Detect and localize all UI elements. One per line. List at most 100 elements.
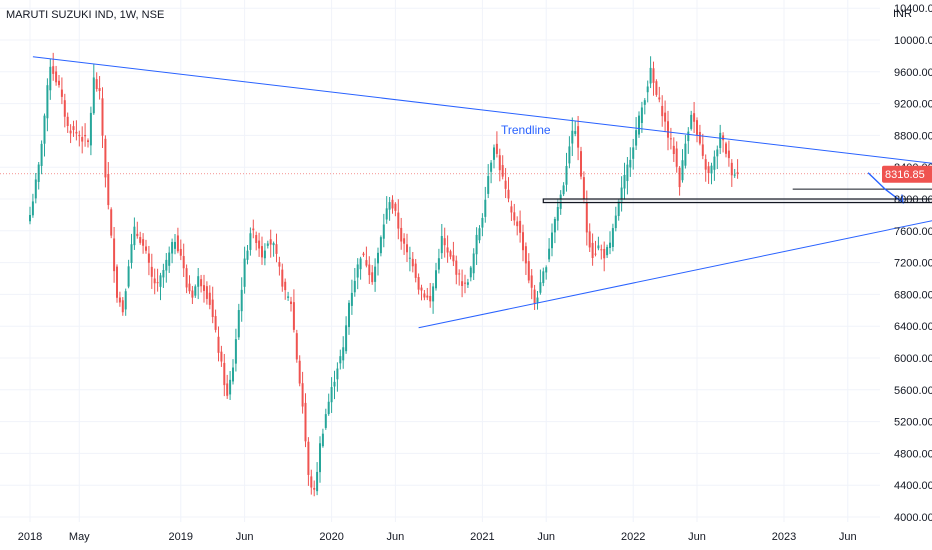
candle-body	[417, 277, 420, 290]
candle	[214, 309, 217, 333]
candle	[623, 162, 626, 200]
x-tick-label: Jun	[688, 531, 706, 543]
candle	[681, 149, 684, 183]
candle	[182, 243, 185, 277]
candle-body	[704, 159, 707, 170]
candle-body	[205, 286, 208, 299]
candle	[498, 148, 501, 182]
candle	[548, 238, 551, 263]
candle	[577, 115, 580, 161]
currency-label: INR	[893, 8, 912, 20]
candle	[107, 162, 110, 210]
candle-body	[295, 333, 298, 360]
candle-body	[385, 208, 388, 220]
candle	[524, 242, 527, 275]
candle	[472, 248, 475, 280]
candle	[342, 336, 345, 369]
candle	[417, 273, 420, 295]
candle-body	[301, 383, 304, 407]
candle-body	[649, 67, 652, 84]
candle-body	[321, 433, 324, 447]
candle-body	[475, 234, 478, 255]
candle-body	[34, 179, 37, 199]
candle	[333, 370, 336, 400]
candle	[446, 235, 449, 263]
candle	[327, 393, 330, 416]
x-tick-label: May	[69, 531, 90, 543]
candle	[727, 140, 730, 167]
candle-body	[406, 244, 408, 253]
candle	[240, 277, 243, 322]
candle-body	[562, 185, 565, 195]
y-tick-label: 6800.00	[894, 289, 932, 301]
candle	[49, 58, 52, 100]
candle	[574, 121, 577, 137]
candle	[153, 268, 156, 295]
candle-body	[664, 112, 667, 122]
candle-body	[617, 200, 620, 216]
candle-body	[437, 258, 440, 270]
candle-body	[551, 232, 553, 249]
candle	[330, 377, 333, 413]
candle-body	[145, 246, 147, 251]
candle	[345, 316, 348, 354]
candle	[507, 177, 510, 203]
candle-body	[60, 89, 63, 97]
candle	[200, 274, 203, 293]
candle	[414, 259, 417, 283]
candle-body	[379, 237, 382, 254]
candle-body	[582, 177, 585, 200]
candle-body	[43, 115, 46, 144]
candle-body	[400, 227, 403, 242]
candle	[542, 267, 545, 287]
candle	[249, 227, 252, 256]
candle	[136, 221, 139, 239]
candle-body	[426, 295, 429, 298]
candle-body	[591, 242, 594, 259]
candle-body	[661, 105, 664, 117]
candle-body	[397, 212, 400, 229]
candle	[429, 282, 432, 308]
last-price-badge-bg	[882, 165, 932, 183]
candle	[455, 255, 458, 285]
candle	[733, 168, 736, 178]
candle-body	[580, 151, 582, 177]
candle	[707, 161, 710, 184]
candle-body	[716, 149, 719, 157]
candle-body	[432, 286, 435, 302]
candle-body	[246, 250, 249, 260]
candle-body	[536, 297, 539, 303]
candle	[449, 249, 452, 260]
candle-body	[658, 97, 661, 100]
candle-body	[478, 228, 481, 241]
candle	[432, 283, 435, 314]
candle	[655, 79, 658, 97]
candle-body	[420, 287, 423, 291]
x-tick-label: 2019	[169, 531, 193, 543]
candle	[72, 120, 75, 137]
candle-body	[655, 81, 658, 95]
candle	[664, 100, 667, 133]
candle	[678, 166, 681, 196]
candle-body	[272, 243, 275, 246]
candle-body	[388, 202, 391, 210]
candle-body	[588, 231, 591, 248]
trendline-label: Trendline	[501, 123, 551, 137]
candle	[101, 87, 104, 148]
candle	[110, 207, 113, 239]
candle-body	[275, 244, 278, 254]
candle-body	[597, 245, 600, 249]
candle	[246, 244, 249, 265]
candle	[60, 77, 63, 105]
candle-body	[643, 100, 646, 105]
candle-body	[368, 264, 371, 276]
candle	[371, 265, 374, 285]
candle	[684, 134, 687, 169]
candle-body	[455, 260, 458, 275]
candle	[696, 117, 698, 143]
candle	[736, 159, 739, 179]
candle	[188, 275, 191, 294]
candle	[469, 265, 472, 282]
candle	[350, 279, 353, 315]
